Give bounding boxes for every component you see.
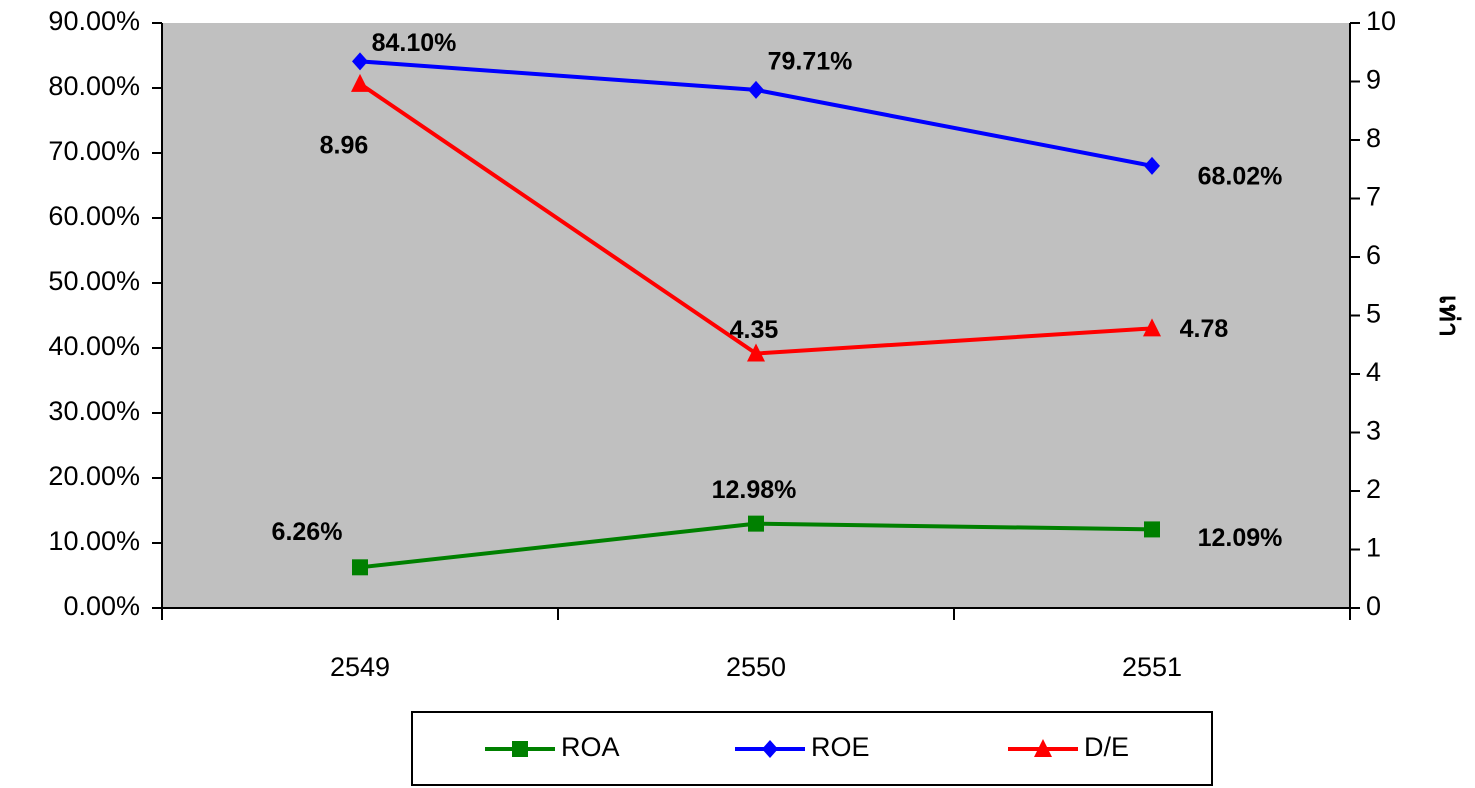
data-label-d-e: 4.35 [730, 316, 779, 344]
y-axis-left: 0.00% 10.00% 20.00% 30.00% 40.00% 50.00% 60.00… [48, 6, 163, 621]
y-tick-label-left: 80.00% [48, 71, 140, 101]
x-tick-label: 2551 [1122, 652, 1182, 682]
y-tick-label-left: 20.00% [48, 461, 140, 491]
y-tick-label-right: 1 [1366, 533, 1381, 563]
y-tick-label-right: 8 [1366, 123, 1381, 153]
data-label-roe: 79.71% [768, 47, 853, 75]
data-label-roa: 12.09% [1198, 524, 1283, 552]
legend-label-roa: ROA [561, 732, 620, 762]
y-tick-label-left: 70.00% [48, 136, 140, 166]
legend: ROA ROE D/E [411, 711, 1213, 786]
point-roa [352, 559, 368, 576]
y-tick-label-left: 50.00% [48, 266, 140, 296]
point-roa [1144, 521, 1160, 538]
y-tick-label-left: 60.00% [48, 201, 140, 231]
y-tick-label-right: 5 [1366, 299, 1381, 329]
point-roa [748, 515, 764, 532]
y-tick-label-right: 2 [1366, 474, 1381, 504]
series-layer [351, 52, 1161, 576]
data-label-roa: 6.26% [272, 518, 343, 546]
y-tick-label-right: 9 [1366, 65, 1381, 95]
y2-axis-title: เท่า [1434, 295, 1464, 337]
y-tick-label-left: 0.00% [63, 591, 140, 621]
data-label-d-e: 8.96 [320, 131, 369, 159]
y-tick-label-right: 10 [1366, 6, 1396, 36]
plot-area [162, 23, 1350, 608]
point-d-e [1143, 318, 1161, 337]
point-roe [352, 52, 368, 71]
legend-label-d-e: D/E [1084, 732, 1129, 762]
y-tick-label-right: 6 [1366, 240, 1381, 270]
data-label-roa: 12.98% [712, 476, 797, 504]
y-tick-label-left: 30.00% [48, 396, 140, 426]
legend-marker-roe [762, 740, 778, 758]
y-tick-label-left: 90.00% [48, 6, 140, 36]
y-tick-label-right: 4 [1366, 357, 1381, 387]
y-tick-label-left: 40.00% [48, 331, 140, 361]
data-labels: 6.26% 12.98% 12.09% 84.10% 79.71% 68.02% 8.96 4… [272, 29, 1283, 552]
point-d-e [351, 73, 369, 92]
y-tick-label-right: 7 [1366, 182, 1381, 212]
y-axis-right: 0 1 2 3 4 5 6 7 8 9 10 [1349, 6, 1396, 621]
point-roe [1144, 156, 1160, 175]
data-label-roe: 68.02% [1198, 162, 1283, 190]
y-tick-label-left: 10.00% [48, 526, 140, 556]
y-tick-label-right: 0 [1366, 591, 1381, 621]
y-tick-label-right: 3 [1366, 416, 1381, 446]
x-tick-label: 2549 [330, 652, 390, 682]
legend-label-roe: ROE [811, 732, 870, 762]
legend-marker-roa [512, 741, 528, 757]
data-label-d-e: 4.78 [1180, 315, 1229, 343]
point-roe [748, 80, 764, 99]
legend-marker-d-e [1034, 739, 1052, 757]
data-label-roe: 84.10% [372, 29, 457, 57]
x-tick-label: 2550 [726, 652, 786, 682]
point-d-e [747, 343, 765, 362]
x-axis: 2549 2550 2551 [161, 607, 1351, 682]
